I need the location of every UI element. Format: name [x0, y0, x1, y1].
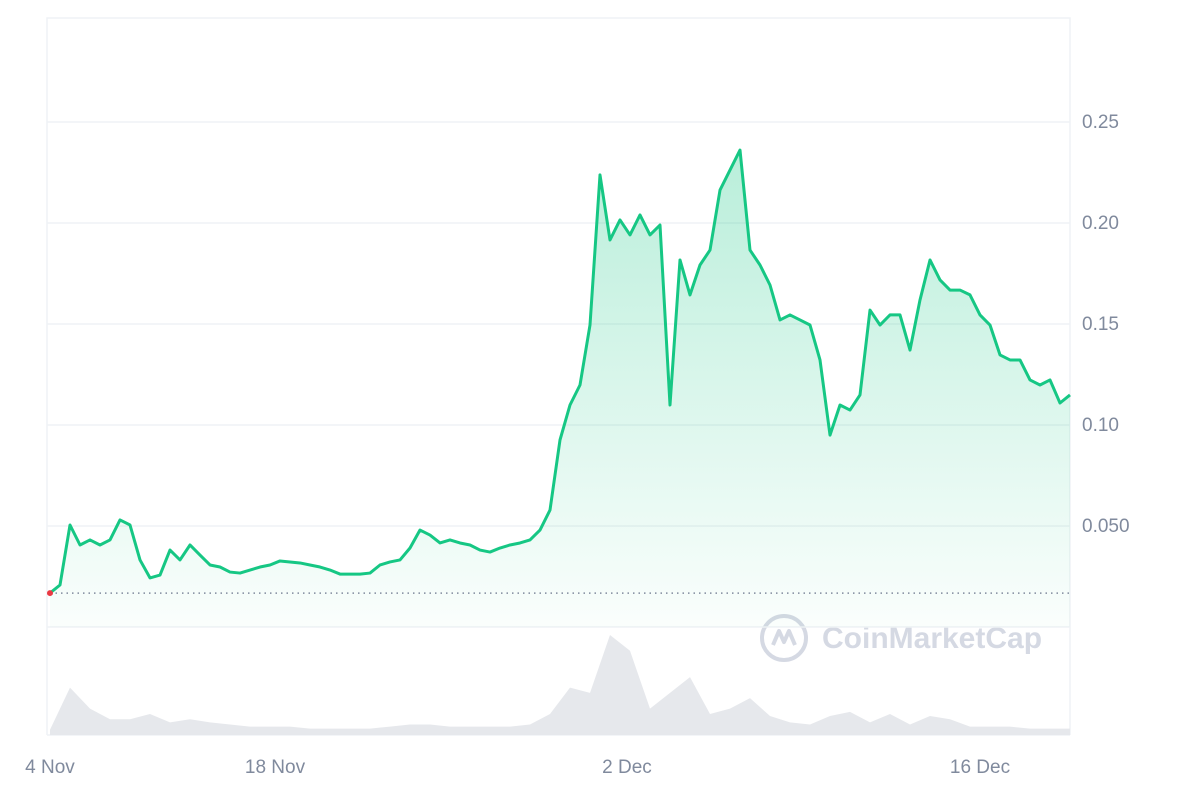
price-line [49, 148, 1071, 595]
x-tick-label: 2 Dec [602, 757, 652, 778]
start-dot [47, 590, 53, 597]
y-tick-label: 0.15 [1082, 314, 1119, 335]
y-tick-label: 0.25 [1082, 112, 1119, 133]
y-tick-label: 0.20 [1082, 213, 1119, 234]
x-tick-label: 16 Dec [950, 757, 1010, 778]
x-tick-label: 18 Nov [245, 757, 306, 778]
y-tick-label: 0.050 [1082, 516, 1130, 537]
price-area [50, 150, 1070, 627]
volume-area [50, 635, 1070, 735]
x-tick-label: 4 Nov [25, 757, 75, 778]
plot-frame [46, 17, 1071, 735]
y-tick-label: 0.10 [1082, 415, 1119, 436]
